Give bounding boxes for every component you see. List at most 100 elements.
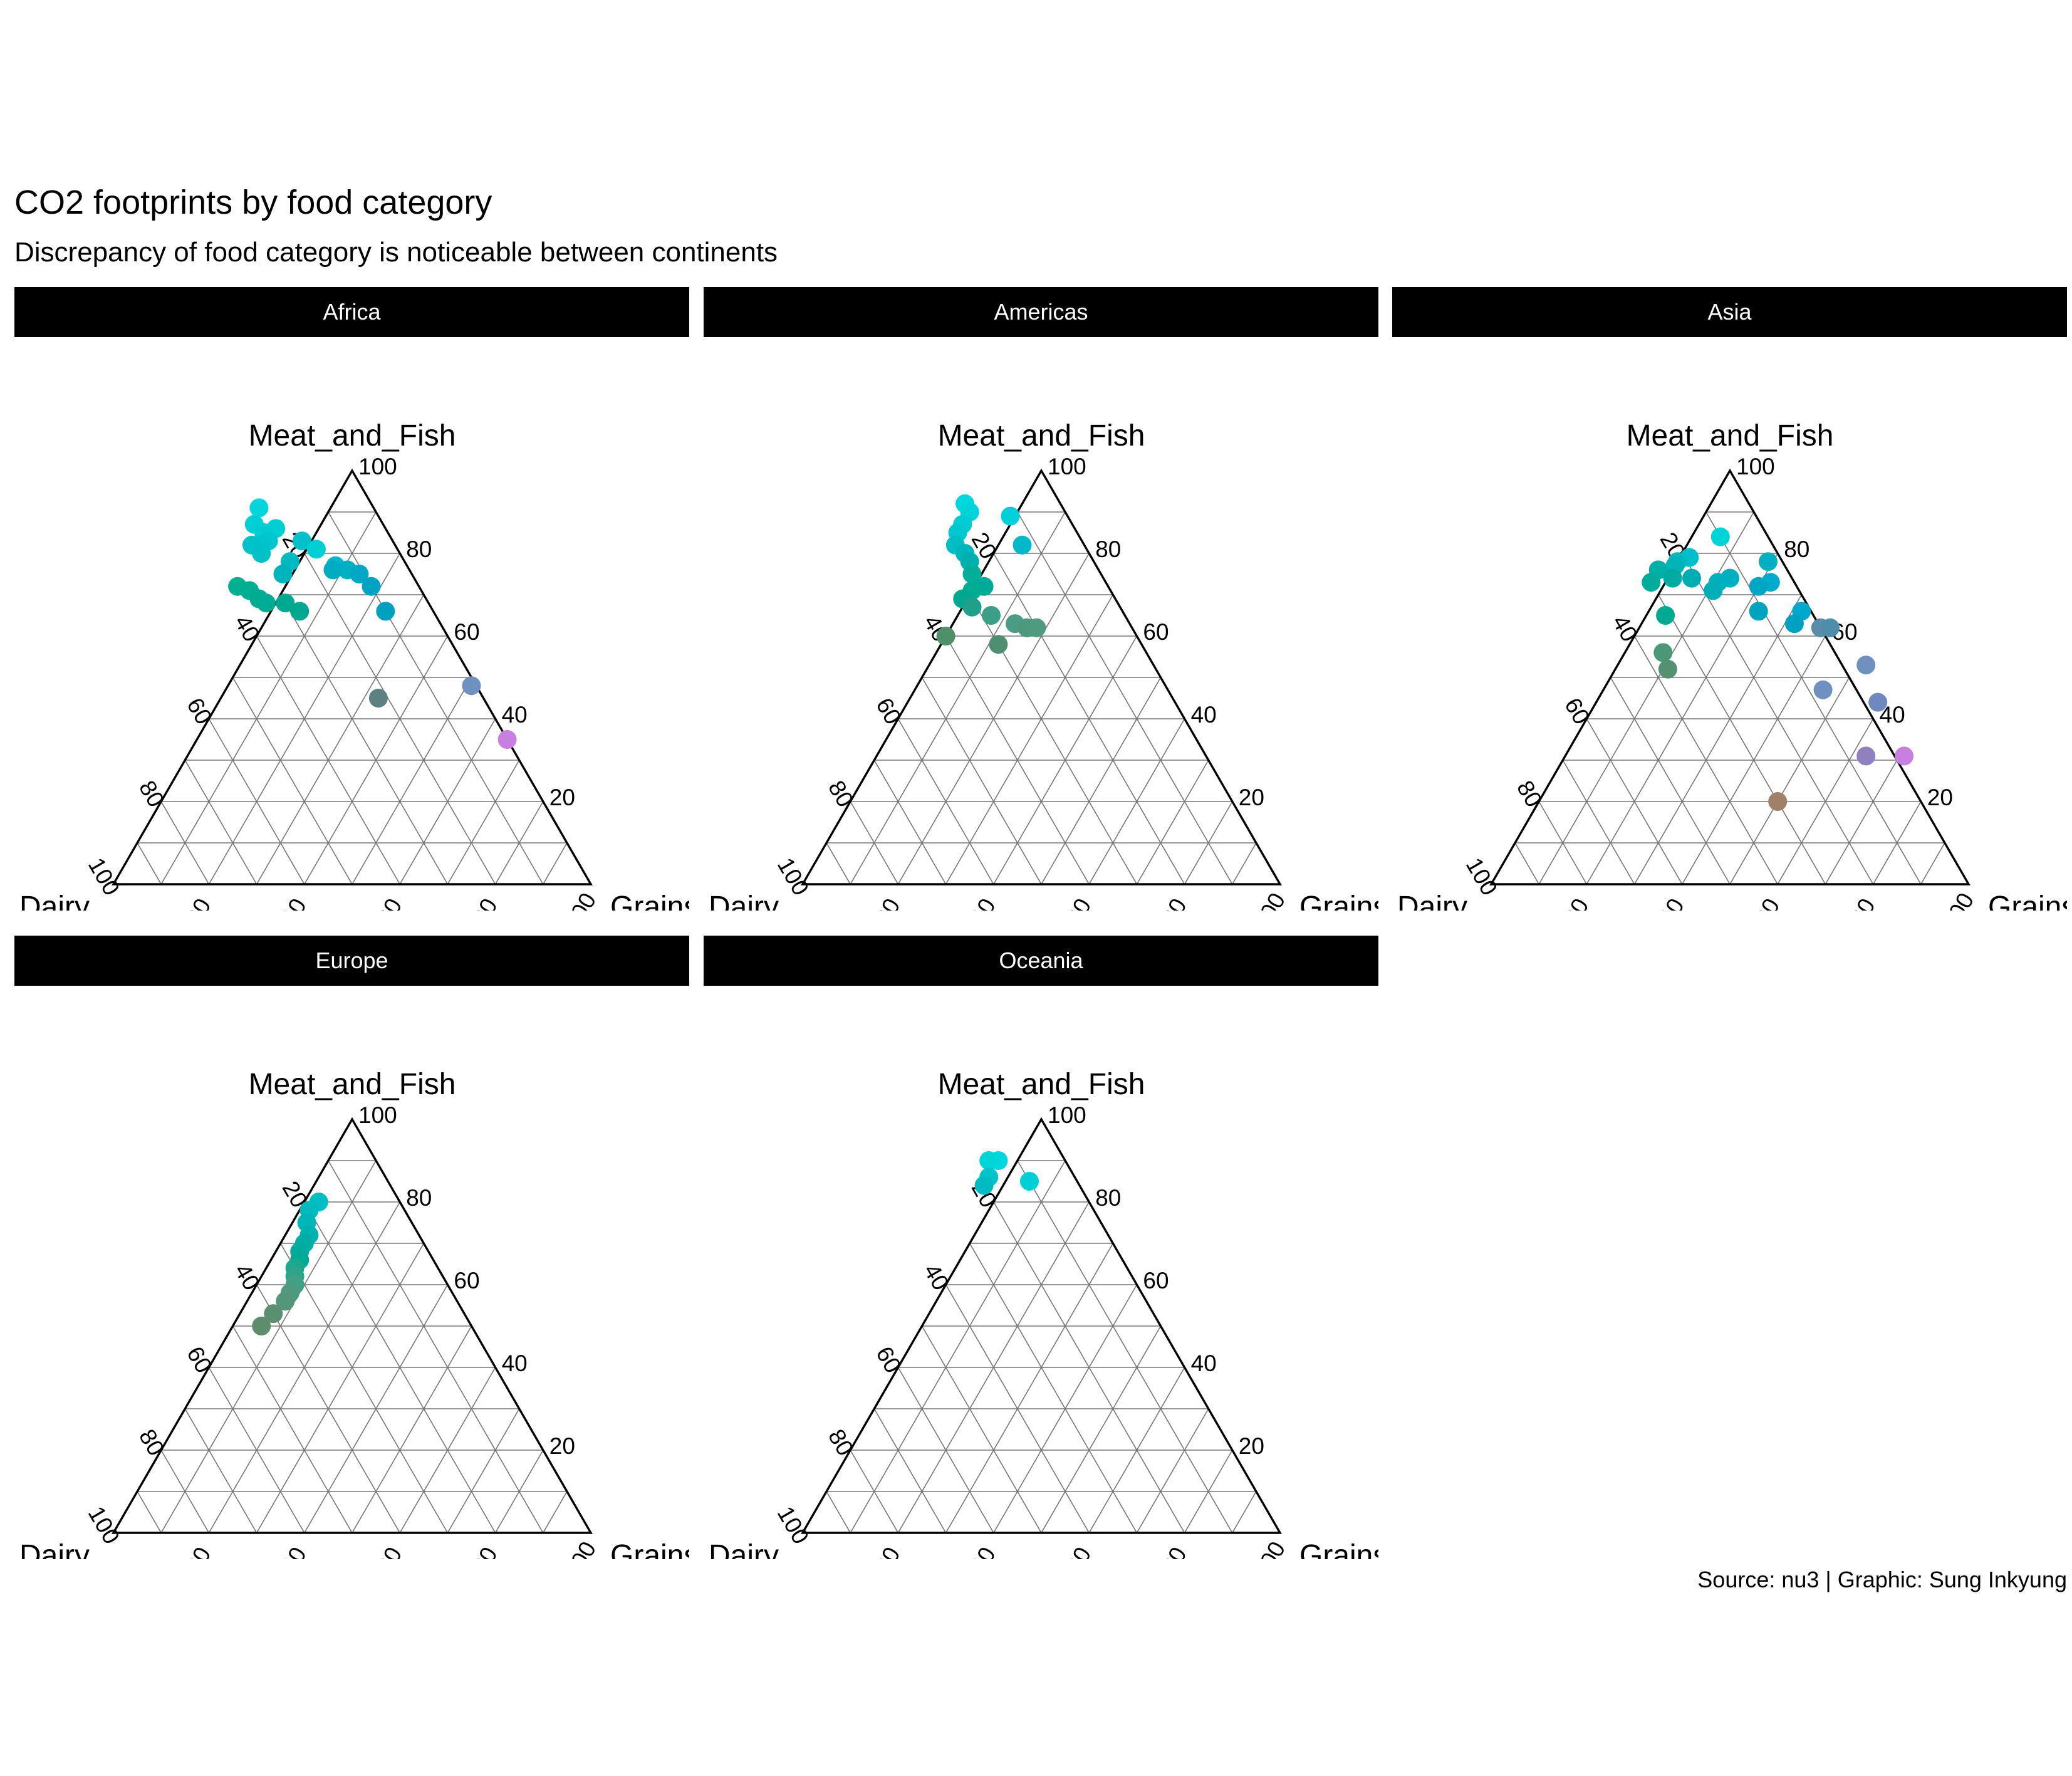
data-point bbox=[497, 730, 517, 749]
grid-line-grains-60 bbox=[1777, 718, 1874, 885]
data-point bbox=[1821, 618, 1840, 637]
grid-line-grains-10 bbox=[160, 1160, 377, 1533]
tick-label-grains-40: 40 bbox=[966, 894, 1001, 911]
tick-label-meat-20: 20 bbox=[1927, 785, 1953, 810]
grid-line-dairy-30 bbox=[1658, 594, 1826, 885]
ternary-plot-europe: 202020404040606060808080100100100Meat_an… bbox=[19, 1068, 689, 1559]
data-point bbox=[979, 1151, 999, 1170]
data-point bbox=[1013, 535, 1032, 555]
ternary-grid bbox=[137, 1160, 568, 1533]
facet-panel-africa: Africa 202020404040606060808080100100100… bbox=[14, 287, 689, 911]
grid-line-grains-70 bbox=[447, 760, 520, 885]
grid-line-dairy-70 bbox=[1562, 760, 1635, 885]
data-point bbox=[1704, 581, 1723, 600]
tick-label-meat-100: 100 bbox=[1736, 454, 1775, 479]
data-point bbox=[982, 606, 1001, 625]
tick-label-meat-60: 60 bbox=[1143, 1268, 1169, 1293]
grid-line-grains-60 bbox=[399, 1367, 496, 1533]
data-point bbox=[1656, 606, 1675, 625]
grid-line-dairy-90 bbox=[137, 1491, 162, 1533]
tick-label-meat-80: 80 bbox=[406, 536, 432, 562]
data-point bbox=[306, 540, 326, 559]
data-point bbox=[264, 1304, 283, 1324]
tick-label-meat-20: 20 bbox=[1239, 785, 1264, 810]
tick-label-meat-20: 20 bbox=[549, 1433, 575, 1459]
grid-line-dairy-90 bbox=[137, 842, 162, 885]
data-point bbox=[989, 635, 1008, 654]
grid-line-grains-60 bbox=[399, 718, 496, 885]
tick-label-meat-80: 80 bbox=[1095, 1185, 1121, 1211]
axis-label-meat-and-fish: Meat_and_Fish bbox=[249, 1068, 456, 1101]
tick-label-grains-20: 20 bbox=[1559, 894, 1594, 911]
data-point bbox=[962, 565, 982, 583]
data-point bbox=[276, 593, 295, 613]
grid-line-grains-80 bbox=[1184, 801, 1233, 885]
data-point bbox=[1759, 552, 1778, 572]
data-point bbox=[290, 602, 310, 621]
grid-line-dairy-70 bbox=[184, 1408, 258, 1533]
tick-label-meat-40: 40 bbox=[1191, 702, 1217, 728]
grid-line-dairy-50 bbox=[232, 677, 353, 885]
grid-line-dairy-80 bbox=[850, 1450, 899, 1533]
axis-label-dairy: Dairy bbox=[709, 891, 779, 911]
grid-line-grains-50 bbox=[351, 1325, 472, 1533]
tick-label-grains-100: 100 bbox=[1937, 889, 1979, 911]
tick-label-grains-60: 60 bbox=[1061, 894, 1096, 911]
data-point bbox=[252, 544, 271, 563]
data-point bbox=[1027, 618, 1046, 637]
data-points-europe bbox=[252, 1193, 328, 1335]
grid-line-grains-90 bbox=[543, 1491, 568, 1533]
ternary-plot-oceania: 202020404040606060808080100100100Meat_an… bbox=[709, 1068, 1378, 1559]
data-point bbox=[1658, 659, 1677, 679]
tick-label-meat-100: 100 bbox=[1048, 454, 1086, 479]
grid-line-dairy-80 bbox=[160, 801, 210, 885]
tick-label-grains-100: 100 bbox=[560, 1537, 601, 1559]
facet-panel-asia: Asia 202020404040606060808080100100100Me… bbox=[1392, 287, 2067, 911]
tick-label-meat-60: 60 bbox=[454, 1268, 479, 1293]
data-point bbox=[252, 1317, 271, 1335]
ternary-grid bbox=[137, 511, 568, 885]
tick-label-meat-60: 60 bbox=[454, 619, 479, 645]
data-point bbox=[1663, 568, 1682, 588]
data-point bbox=[1784, 614, 1804, 634]
data-point bbox=[362, 577, 381, 596]
axis-label-dairy: Dairy bbox=[19, 1539, 90, 1559]
grid-line-dairy-60 bbox=[208, 718, 305, 885]
data-points-oceania bbox=[974, 1151, 1039, 1195]
grid-line-grains-50 bbox=[351, 677, 472, 885]
tick-labels: 202020404040606060808080100100100 bbox=[83, 454, 601, 911]
grid-line-dairy-70 bbox=[184, 760, 258, 885]
grid-line-dairy-70 bbox=[873, 1408, 947, 1533]
axis-label-grains: Grains bbox=[1988, 891, 2067, 911]
data-point bbox=[1642, 573, 1661, 592]
tick-label-grains-60: 60 bbox=[372, 894, 407, 911]
grid-line-grains-80 bbox=[494, 1450, 544, 1533]
axis-label-grains: Grains bbox=[610, 891, 689, 911]
tick-label-grains-80: 80 bbox=[1157, 894, 1192, 911]
ternary-frame bbox=[112, 1117, 593, 1534]
data-point bbox=[1813, 680, 1833, 699]
tick-label-meat-80: 80 bbox=[1095, 536, 1121, 562]
tick-label-grains-20: 20 bbox=[870, 1543, 905, 1559]
tick-label-meat-40: 40 bbox=[1191, 1350, 1217, 1376]
axis-label-grains: Grains bbox=[610, 1539, 689, 1559]
grid-line-dairy-30 bbox=[280, 594, 449, 885]
tick-labels: 202020404040606060808080100100100 bbox=[1461, 454, 1979, 911]
grid-line-grains-50 bbox=[1041, 677, 1162, 885]
ternary-plot-asia: 202020404040606060808080100100100Meat_an… bbox=[1397, 419, 2067, 911]
grid-line-grains-80 bbox=[1872, 801, 1922, 885]
tick-label-meat-40: 40 bbox=[502, 1350, 528, 1376]
data-point bbox=[462, 676, 481, 696]
grid-line-grains-70 bbox=[447, 1408, 520, 1533]
grid-line-dairy-60 bbox=[897, 718, 994, 885]
ternary-frame bbox=[801, 468, 1282, 885]
grid-line-dairy-50 bbox=[921, 677, 1042, 885]
axis-label-meat-and-fish: Meat_and_Fish bbox=[938, 419, 1145, 452]
data-point bbox=[962, 597, 982, 617]
data-point bbox=[1682, 568, 1701, 588]
tick-label-grains-40: 40 bbox=[1654, 894, 1689, 911]
facet-panel-europe: Europe 202020404040606060808080100100100… bbox=[14, 936, 689, 1559]
tick-label-grains-60: 60 bbox=[372, 1543, 407, 1559]
grid-line-dairy-10 bbox=[1705, 511, 1922, 885]
facet-strip-africa: Africa bbox=[14, 287, 689, 337]
